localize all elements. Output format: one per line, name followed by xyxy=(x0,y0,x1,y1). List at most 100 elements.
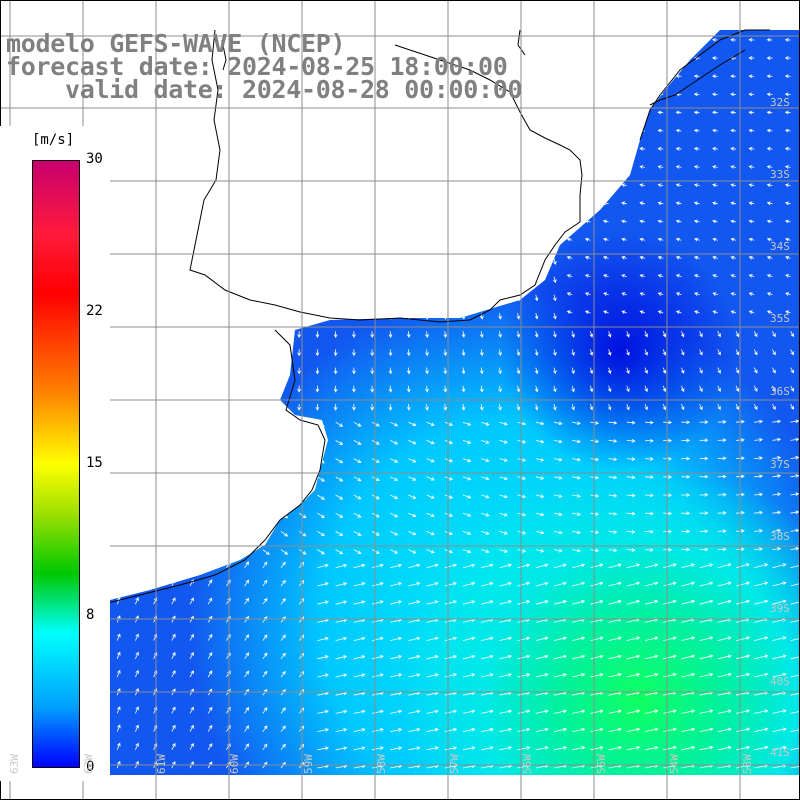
wind-arrow xyxy=(260,203,265,211)
wind-arrow xyxy=(603,310,609,314)
wind-arrow xyxy=(675,292,682,296)
wind-arrow xyxy=(262,579,268,587)
wind-arrow xyxy=(280,421,289,428)
wind-arrow xyxy=(408,727,421,732)
wind-arrow xyxy=(169,240,174,247)
wind-arrow xyxy=(662,403,667,411)
wind-arrow xyxy=(754,510,764,515)
wind-arrow xyxy=(644,367,648,374)
wind-arrow xyxy=(187,367,192,375)
wind-arrow xyxy=(590,709,604,714)
wind-arrow xyxy=(766,128,773,133)
wind-arrow xyxy=(352,258,356,266)
wind-arrow xyxy=(116,724,121,732)
wind-arrow xyxy=(390,636,403,641)
wind-arrow xyxy=(114,149,119,156)
wind-arrow xyxy=(461,403,466,411)
wind-arrow xyxy=(535,654,549,660)
wind-arrow xyxy=(187,185,192,193)
wind-arrow xyxy=(534,331,539,338)
wind-arrow xyxy=(278,203,283,211)
wind-arrow xyxy=(262,597,268,605)
wind-arrow xyxy=(443,203,448,211)
wind-arrow xyxy=(135,549,142,557)
lat-label: 33S xyxy=(770,168,790,181)
wind-arrow xyxy=(699,672,714,678)
wind-arrow xyxy=(244,531,252,537)
wind-arrow xyxy=(535,476,545,480)
wind-arrow xyxy=(553,727,568,732)
wind-arrow xyxy=(388,349,393,357)
wind-arrow xyxy=(352,331,356,339)
wind-arrow xyxy=(766,237,773,242)
wind-arrow xyxy=(499,636,513,641)
wind-arrow xyxy=(226,743,231,751)
wind-arrow xyxy=(352,276,356,284)
wind-arrow xyxy=(408,654,421,660)
wind-arrow xyxy=(730,38,737,42)
wind-arrow xyxy=(772,419,782,424)
wind-arrow xyxy=(187,403,192,411)
wind-arrow xyxy=(371,476,380,481)
wind-arrow xyxy=(244,440,252,446)
wind-arrow xyxy=(297,185,302,193)
wind-arrow xyxy=(766,201,773,206)
wind-arrow xyxy=(693,146,700,151)
wind-arrow xyxy=(444,440,454,445)
wind-arrow xyxy=(553,709,568,714)
wind-arrow xyxy=(244,458,252,465)
wind-arrow xyxy=(244,494,252,501)
wind-arrow xyxy=(425,149,429,157)
wind-arrow xyxy=(517,727,531,732)
wind-arrow xyxy=(607,367,612,375)
wind-arrow xyxy=(621,292,627,296)
wind-arrow xyxy=(116,560,121,568)
wind-arrow xyxy=(353,582,366,587)
wind-arrow xyxy=(280,707,286,714)
wind-arrow xyxy=(390,531,399,536)
wind-arrow xyxy=(443,385,448,393)
wind-arrow xyxy=(644,672,659,678)
wind-arrow xyxy=(717,745,732,751)
wind-arrow xyxy=(784,92,791,97)
wind-arrow xyxy=(730,201,737,206)
wind-arrow xyxy=(260,276,265,284)
wind-arrow xyxy=(205,312,210,320)
wind-arrow xyxy=(620,74,627,79)
wind-arrow xyxy=(224,167,228,175)
wind-arrow xyxy=(766,165,773,169)
wind-arrow xyxy=(790,745,800,751)
wind-arrow xyxy=(169,149,174,156)
wind-arrow xyxy=(754,474,764,479)
wind-arrow xyxy=(675,183,682,188)
wind-arrow xyxy=(370,221,375,229)
wind-arrow xyxy=(353,476,362,482)
wind-arrow xyxy=(717,492,727,497)
wind-arrow xyxy=(584,183,591,188)
wind-arrow xyxy=(352,39,356,47)
wind-arrow xyxy=(754,547,764,551)
wind-arrow xyxy=(371,728,384,732)
wind-arrow xyxy=(553,494,563,498)
wind-arrow xyxy=(790,349,794,356)
wind-arrow xyxy=(262,743,268,751)
wind-arrow xyxy=(116,578,121,587)
wind-arrow xyxy=(242,367,247,375)
wind-arrow xyxy=(479,130,484,138)
wind-arrow xyxy=(553,636,567,641)
wind-arrow xyxy=(132,112,137,120)
wind-arrow xyxy=(443,403,448,411)
wind-arrow xyxy=(712,237,718,242)
lat-label: 38S xyxy=(770,530,790,543)
wind-arrow xyxy=(169,312,174,320)
wind-arrow xyxy=(335,709,348,714)
wind-arrow xyxy=(169,112,174,120)
wind-arrow xyxy=(498,312,502,320)
wind-arrow xyxy=(712,292,718,296)
wind-arrow xyxy=(425,130,429,138)
wind-arrow xyxy=(187,276,192,284)
wind-arrow xyxy=(370,367,375,375)
lon-label: 56W xyxy=(521,754,534,774)
wind-arrow xyxy=(278,403,283,411)
wind-arrow xyxy=(584,128,591,133)
